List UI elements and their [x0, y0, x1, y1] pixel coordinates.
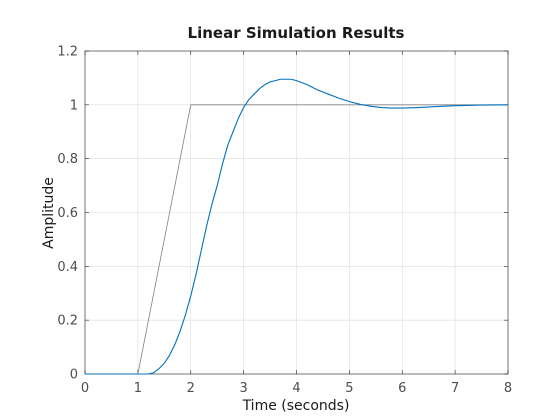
response-line	[85, 78, 509, 375]
y-tick-label: 0.6	[57, 206, 78, 221]
x-tick-label: 7	[451, 381, 459, 396]
y-tick-labels: 0 0.2 0.4 0.6 0.8 1 1.2	[57, 45, 78, 383]
x-tick-label: 4	[292, 381, 300, 396]
x-tick-label: 0	[81, 381, 89, 396]
y-tick-label: 0.4	[57, 260, 78, 275]
series-lines	[85, 78, 509, 375]
y-tick-label: 1	[70, 98, 78, 113]
x-tick-label: 3	[239, 381, 247, 396]
y-tick-label: 1.2	[57, 45, 78, 60]
grid	[84, 50, 509, 375]
x-tick-label: 6	[398, 381, 406, 396]
x-tick-label: 5	[345, 381, 353, 396]
chart-title: Linear Simulation Results	[188, 24, 405, 42]
x-tick-label: 8	[504, 381, 512, 396]
x-tick-label: 1	[134, 381, 142, 396]
x-axis-label: Time (seconds)	[242, 398, 350, 414]
y-axis-label: Amplitude	[41, 177, 57, 249]
x-tick-labels: 0 1 2 3 4 5 6 7 8	[81, 381, 512, 396]
x-tick-label: 2	[187, 381, 195, 396]
y-tick-label: 0	[70, 368, 78, 383]
y-tick-label: 0.8	[57, 152, 78, 167]
y-tick-label: 0.2	[57, 314, 78, 329]
